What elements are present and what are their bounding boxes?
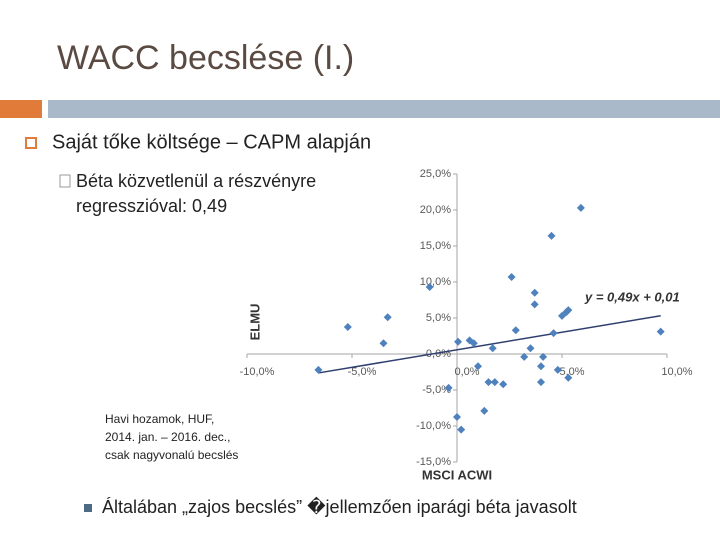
scatter-point <box>547 231 556 240</box>
scatter-point <box>576 203 585 212</box>
y-tick-label: -5,0% <box>422 384 451 396</box>
scatter-point <box>564 306 573 315</box>
scatter-point <box>499 380 508 389</box>
y-axis-label: ELMU <box>247 304 262 341</box>
scatter-point <box>454 337 463 346</box>
scatter-point <box>343 323 352 331</box>
scatter-point <box>383 313 392 322</box>
y-tick-label: 0,0% <box>426 348 451 360</box>
scatter-point <box>526 344 535 353</box>
x-tick-label: -10,0% <box>240 366 275 378</box>
scatter-point <box>530 288 539 297</box>
trendline-label: y = 0,49x + 0,01 <box>584 289 680 304</box>
y-tick-label: 20,0% <box>420 204 451 216</box>
scatter-point <box>656 327 665 336</box>
note-text: csak nagyvonalú becslés <box>105 448 238 462</box>
trendline <box>318 314 661 374</box>
sub-bullet-icon <box>59 174 71 188</box>
scatter-point <box>564 373 573 382</box>
chart: ELMU MSCI ACWI y = 0,49x + 0,01 25,0% 20,… <box>240 168 693 483</box>
bullet-icon <box>84 504 92 512</box>
scatter-point <box>444 383 453 392</box>
scatter-point <box>457 425 466 434</box>
scatter-point <box>553 365 562 374</box>
y-tick-label: -15,0% <box>416 456 451 468</box>
y-tick-label: 25,0% <box>420 168 451 180</box>
scatter-point <box>537 378 545 387</box>
accent-bar <box>0 100 42 118</box>
bullet-icon <box>25 137 37 149</box>
scatter-point <box>537 362 545 371</box>
x-tick-label: 5,0% <box>559 366 584 378</box>
x-tick-label: 0,0% <box>454 366 479 378</box>
y-tick-label: 5,0% <box>426 312 451 324</box>
bullet-text: Saját tőke költsége – CAPM alapján <box>52 131 371 153</box>
y-tick-label: 15,0% <box>420 240 451 252</box>
y-tick-label: -10,0% <box>416 420 451 432</box>
note-text: 2014. jan. – 2016. dec., <box>105 430 230 444</box>
scatter-point <box>425 283 434 292</box>
header-bar <box>48 100 720 118</box>
sub-bullet-text: regresszióval: 0,49 <box>76 196 227 216</box>
x-tick-label: 10,0% <box>661 366 692 378</box>
scatter-point <box>511 326 520 335</box>
slide-title: WACC becslése (I.) <box>57 39 354 77</box>
scatter-point <box>490 378 499 387</box>
scatter-point <box>488 344 497 353</box>
note-text: Havi hozamok, HUF, <box>105 412 214 426</box>
sub-bullet-text: Béta közvetlenül a részvényre <box>76 171 316 191</box>
scatter-point <box>379 339 388 348</box>
scatter-point <box>469 339 478 348</box>
scatter-point <box>480 406 489 415</box>
x-axis-label: MSCI ACWI <box>422 467 492 482</box>
scatter-point <box>484 378 493 387</box>
scatter-point <box>474 362 482 371</box>
scatter-point <box>549 329 558 338</box>
scatter-point <box>507 272 516 281</box>
scatter-point <box>453 413 461 421</box>
y-tick-label: 10,0% <box>420 276 451 288</box>
scatter-point <box>530 300 539 309</box>
scatter-point <box>520 352 529 361</box>
scatter-point <box>314 365 323 374</box>
scatter-point <box>539 352 548 361</box>
x-tick-label: -5,0% <box>348 366 377 378</box>
bullet-text: Általában „zajos becslés” �jellemzően ip… <box>102 496 577 517</box>
